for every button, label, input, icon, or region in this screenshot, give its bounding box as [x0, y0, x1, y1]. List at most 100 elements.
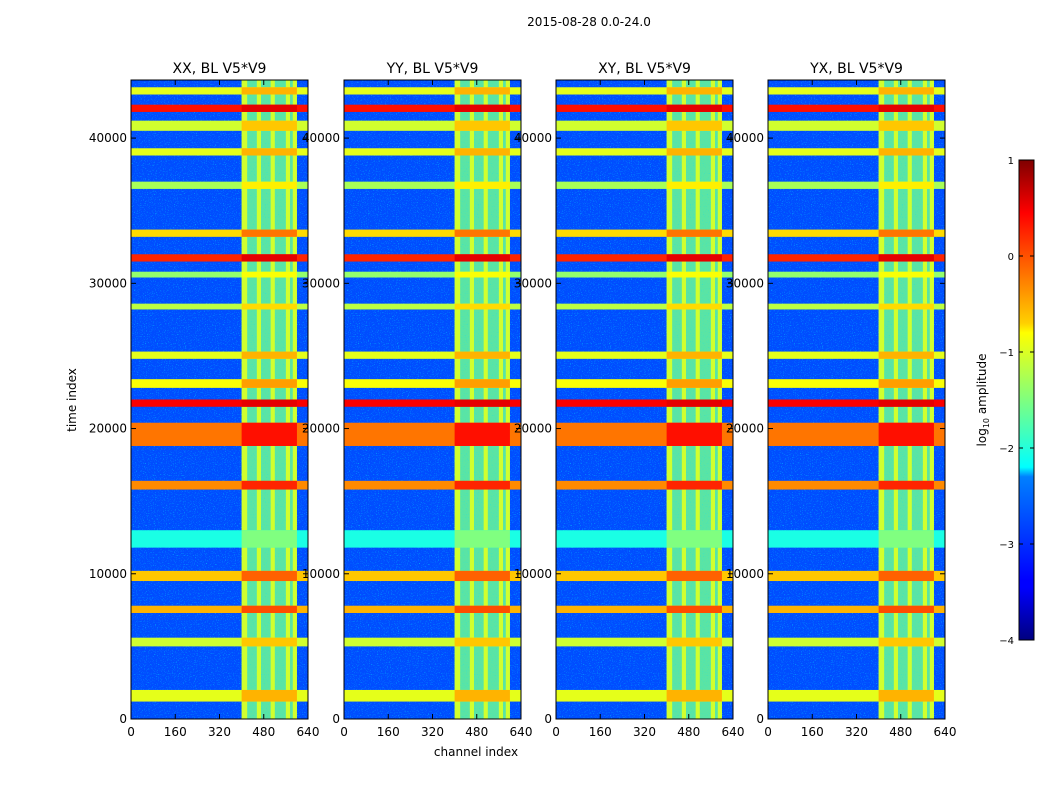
- rfi-band-crossing: [241, 689, 297, 702]
- rfi-time-band: [131, 104, 308, 112]
- rfi-band-crossing: [241, 229, 297, 237]
- rfi-time-band: [344, 351, 521, 359]
- rfi-time-band: [344, 229, 521, 237]
- rfi-time-band: [556, 689, 733, 702]
- rfi-band-crossing: [666, 104, 722, 112]
- rfi-band-crossing: [454, 87, 510, 95]
- rfi-band-crossing: [241, 148, 297, 156]
- rfi-band-crossing: [878, 229, 934, 237]
- rfi-band-crossing: [454, 379, 510, 388]
- rfi-time-band: [131, 570, 308, 582]
- rfi-time-band: [131, 379, 308, 388]
- x-tick-label: 640: [722, 725, 745, 739]
- rfi-band-crossing: [454, 104, 510, 112]
- y-tick-label: 40000: [89, 131, 127, 145]
- x-tick-label: 160: [377, 725, 400, 739]
- rfi-time-band: [556, 605, 733, 613]
- rfi-time-band: [131, 480, 308, 490]
- rfi-time-band: [768, 254, 945, 262]
- rfi-band-crossing: [454, 605, 510, 613]
- x-tick-label: 480: [889, 725, 912, 739]
- y-tick-label: 20000: [302, 422, 340, 436]
- rfi-band-crossing: [241, 120, 297, 131]
- rfi-time-band: [556, 637, 733, 647]
- x-tick-label: 320: [421, 725, 444, 739]
- rfi-band-crossing: [454, 254, 510, 262]
- x-tick-label: 480: [677, 725, 700, 739]
- rfi-time-band: [131, 254, 308, 262]
- rfi-band-crossing: [666, 148, 722, 156]
- rfi-band-crossing: [878, 422, 934, 446]
- x-tick-label: 320: [633, 725, 656, 739]
- rfi-band-crossing: [241, 480, 297, 490]
- rfi-band-crossing: [454, 271, 510, 278]
- rfi-time-band: [768, 148, 945, 156]
- y-tick-label: 40000: [726, 131, 764, 145]
- rfi-time-band: [556, 148, 733, 156]
- rfi-band-crossing: [241, 399, 297, 407]
- rfi-band-crossing: [878, 379, 934, 388]
- y-tick-label: 0: [119, 712, 127, 726]
- rfi-band-crossing: [878, 104, 934, 112]
- rfi-time-band: [344, 399, 521, 407]
- x-tick-label: 0: [127, 725, 135, 739]
- rfi-band-crossing: [241, 351, 297, 359]
- colorbar-tick-label: 1: [1008, 156, 1014, 167]
- rfi-time-band: [344, 87, 521, 95]
- rfi-time-band: [344, 379, 521, 388]
- panel-title: YY, BL V5*V9: [386, 61, 479, 77]
- panel-title: XY, BL V5*V9: [598, 61, 691, 77]
- rfi-time-band: [344, 637, 521, 647]
- colorbar-tick-label: −1: [999, 348, 1014, 359]
- rfi-band-crossing: [878, 120, 934, 131]
- rfi-time-band: [556, 399, 733, 407]
- rfi-time-band: [556, 480, 733, 490]
- rfi-time-band: [131, 181, 308, 189]
- rfi-band-crossing: [666, 637, 722, 647]
- rfi-time-band: [344, 148, 521, 156]
- rfi-time-band: [768, 87, 945, 95]
- rfi-time-band: [344, 570, 521, 582]
- rfi-band-crossing: [454, 303, 510, 310]
- x-tick-label: 160: [801, 725, 824, 739]
- colorbar-label: log10 amplitude: [975, 354, 991, 447]
- rfi-band-crossing: [454, 120, 510, 131]
- rfi-time-band: [556, 351, 733, 359]
- rfi-band-crossing: [454, 530, 510, 548]
- rfi-band-crossing: [241, 254, 297, 262]
- rfi-time-band: [556, 271, 733, 278]
- rfi-time-band: [344, 689, 521, 702]
- x-tick-label: 640: [510, 725, 533, 739]
- x-tick-label: 480: [252, 725, 275, 739]
- x-tick-label: 640: [934, 725, 957, 739]
- rfi-band-crossing: [666, 689, 722, 702]
- x-tick-label: 0: [764, 725, 772, 739]
- rfi-band-crossing: [454, 181, 510, 189]
- panel-3: YX, BL V5*V9 0 160 320 480 640 0 10000 20000 3000…: [726, 61, 957, 739]
- x-tick-label: 640: [297, 725, 320, 739]
- rfi-time-band: [768, 229, 945, 237]
- panel-1: YY, BL V5*V9 0 160 320 480 640 0 10000 20000 3000…: [302, 61, 533, 739]
- colorbar: −4 −3 −2 −1 0 1 log10 amplitude: [975, 156, 1035, 647]
- rfi-time-band: [131, 87, 308, 95]
- panel-title: YX, BL V5*V9: [809, 61, 903, 77]
- rfi-time-band: [768, 689, 945, 702]
- y-tick-label: 10000: [514, 567, 552, 581]
- y-tick-label: 10000: [89, 567, 127, 581]
- rfi-time-band: [768, 351, 945, 359]
- y-tick-label: 20000: [89, 422, 127, 436]
- rfi-time-band: [344, 181, 521, 189]
- rfi-band-crossing: [666, 303, 722, 310]
- rfi-time-band: [556, 120, 733, 131]
- y-tick-label: 30000: [302, 276, 340, 290]
- rfi-band-crossing: [878, 271, 934, 278]
- rfi-time-band: [344, 271, 521, 278]
- panel-0: XX, BL V5*V9 0 160 320 480 640 0 10000 20000 3000…: [89, 61, 320, 739]
- rfi-time-band: [768, 637, 945, 647]
- rfi-band-crossing: [454, 422, 510, 446]
- y-tick-label: 0: [544, 712, 552, 726]
- y-tick-label: 40000: [514, 131, 552, 145]
- rfi-time-band: [768, 379, 945, 388]
- rfi-band-crossing: [454, 148, 510, 156]
